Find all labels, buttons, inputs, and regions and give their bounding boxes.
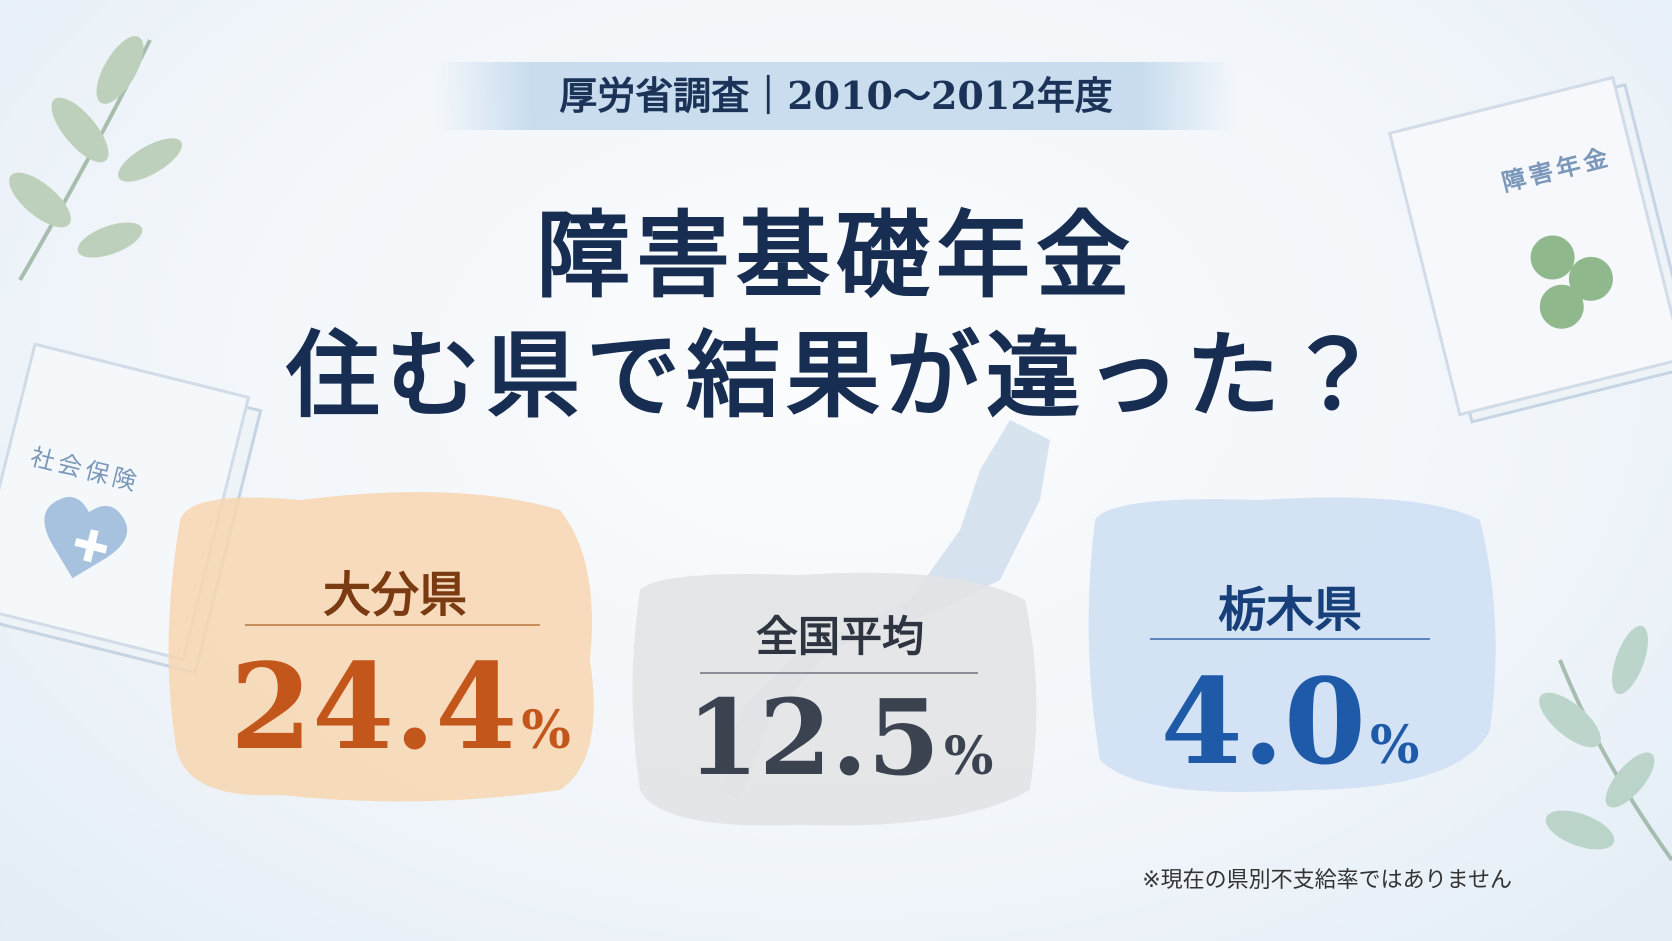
card-label: 栃木県 (1217, 582, 1362, 638)
footnote: ※現在の県別不支給率ではありません (1142, 868, 1512, 893)
unit: % (1369, 715, 1420, 776)
card-value: 12.5% (680, 678, 1000, 798)
card: 栃木県 4.0% (1130, 570, 1450, 790)
card-label: 全国平均 (755, 612, 924, 661)
card: 大分県 24.4% (230, 555, 571, 776)
subtitle: 厚労省調査｜2010〜2012年度 (436, 62, 1236, 130)
card-value: 24.4% (230, 637, 571, 776)
title: 障害基礎年金 (535, 201, 1136, 311)
card: 全国平均 12.5% (680, 603, 1000, 798)
value: 4.0 (1160, 652, 1366, 791)
unit: % (521, 700, 571, 761)
card-label: 大分県 (322, 567, 467, 623)
value: 24.4 (230, 637, 518, 776)
unit: % (943, 726, 994, 787)
value: 12.5 (686, 676, 940, 799)
card-value: 4.0% (1130, 654, 1450, 790)
title: 住む県で結果が違った？ (285, 321, 1386, 431)
